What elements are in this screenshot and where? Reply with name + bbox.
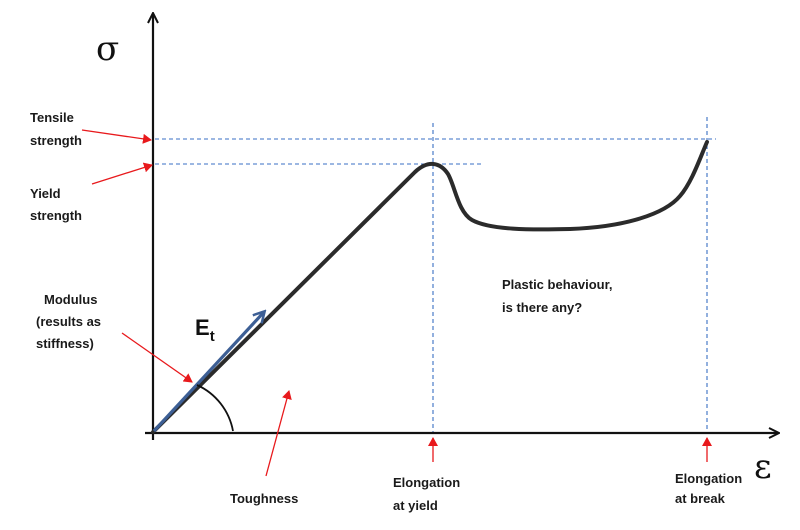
modulus-arrow: [152, 312, 264, 433]
stress-strain-curve: [151, 140, 709, 434]
modulus-symbol-subscript: t: [210, 328, 215, 345]
tensile-strength-label: Tensile strength: [30, 110, 82, 148]
modulus-angle-arc: [196, 384, 234, 432]
y-axis-symbol: σ: [96, 29, 119, 69]
toughness-label: Toughness: [230, 491, 298, 506]
x-axis-symbol: ε: [754, 447, 772, 487]
modulus-pointer: [121, 332, 193, 383]
plastic-behaviour-label: Plastic behaviour, is there any?: [502, 277, 616, 315]
elongation-yield-label: Elongation at yield: [393, 475, 464, 513]
modulus-symbol: Et: [195, 315, 215, 345]
yield-strength-label: Yield strength: [30, 186, 82, 223]
yield-strength-pointer: [91, 162, 153, 185]
modulus-symbol-main: E: [195, 315, 210, 340]
modulus-label: Modulus (results as stiffness): [36, 292, 105, 351]
elongation-break-label: Elongation at break: [675, 471, 746, 506]
toughness-pointer: [265, 390, 292, 477]
tensile-strength-pointer: [81, 129, 152, 144]
